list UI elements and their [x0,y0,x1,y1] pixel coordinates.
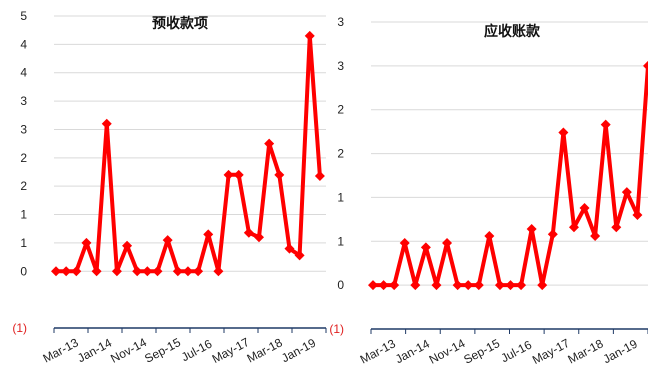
x-tick-label: Nov-14 [427,336,468,367]
data-point [410,280,421,291]
series-line [54,33,322,274]
data-point [431,280,442,291]
data-point [284,243,295,254]
data-point [81,237,92,248]
data-point [516,280,527,291]
y-tick-label: 1 [20,208,27,222]
data-point [203,229,214,240]
data-point [233,169,244,180]
data-point [399,238,410,249]
x-tick-label: Jan-14 [75,336,114,366]
data-point [61,266,72,277]
data-point [505,280,516,291]
data-point [294,250,305,261]
y-tick-label: 2 [20,179,27,193]
data-point [243,227,254,238]
y-tick-label: (1) [12,321,27,335]
data-point [378,280,389,291]
data-point [142,266,153,277]
x-tick-label: Jan-19 [279,336,318,366]
data-point [314,170,325,181]
chart-title: 应收账款 [484,23,541,40]
x-tick-label: Jul-16 [179,336,215,364]
data-point [122,240,133,251]
y-tick-label: 5 [20,9,27,23]
y-tick-label: 4 [20,37,27,51]
data-point [182,266,193,277]
y-tick-label: 0 [337,278,344,292]
y-tick-label: 0 [20,264,27,278]
x-tick-label: Jan-14 [393,337,432,367]
data-point [632,209,643,220]
data-point [132,266,143,277]
x-tick-label: Jan-19 [601,337,640,367]
data-point [442,238,453,249]
data-point [254,232,265,243]
data-point [452,280,463,291]
data-point [274,169,285,180]
data-point [91,266,102,277]
data-point [213,266,224,277]
x-tick-label: Nov-14 [108,335,149,366]
y-tick-label: 3 [20,122,27,136]
y-tick-label: 3 [20,94,27,108]
data-point [51,266,61,277]
data-point [389,280,400,291]
data-point [600,119,611,130]
data-point [547,229,558,240]
x-tick-label: Jul-16 [499,337,535,365]
x-tick-label: Sep-15 [461,336,502,367]
data-point [304,30,315,41]
x-tick-label: May-17 [210,335,252,366]
x-tick-label: Mar-18 [245,335,285,365]
y-tick-label: 3 [337,15,344,29]
y-tick-label: 2 [20,151,27,165]
x-tick-label: Sep-15 [142,335,183,366]
data-point [223,169,234,180]
data-point [463,280,474,291]
data-point [368,280,378,291]
data-point [494,280,505,291]
data-point [193,266,204,277]
y-tick-label: 1 [337,234,344,248]
data-point [71,266,82,277]
data-point [568,222,579,233]
series-line [371,63,648,288]
data-point [537,280,548,291]
data-point [558,127,569,138]
data-point [264,138,275,149]
chart-title: 预收款项 [152,15,208,32]
y-tick-label: 1 [20,236,27,250]
y-tick-label: 4 [20,66,27,80]
x-tick-label: Mar-18 [565,336,605,366]
data-point [152,266,163,277]
data-point [420,242,431,253]
data-point [611,222,622,233]
data-point [101,118,112,129]
data-point [621,187,632,198]
y-tick-label: 2 [337,103,344,117]
data-point [590,231,601,242]
data-point [111,266,122,277]
data-point [162,235,173,246]
y-tick-label: (1) [329,322,344,336]
data-point [172,266,183,277]
chart-panel-advance-receipts: (1) 0 1 1 2 2 3 3 4 4 5 Mar-13Jan-14Nov-14Sep-15Jul… [12,9,327,366]
x-tick-label: May-17 [530,336,572,367]
data-point [526,224,537,235]
x-tick-label: Mar-13 [358,336,398,366]
y-tick-label: 2 [337,147,344,161]
data-point [484,231,495,242]
data-point [473,280,484,291]
data-point [643,60,648,71]
chart-panel-accounts-receivable: (1) 0 1 1 2 2 3 3 Mar-13Jan-14Nov-14Sep-15Jul-16… [329,15,648,367]
y-tick-label: 3 [337,59,344,73]
data-point [579,202,590,213]
x-tick-label: Mar-13 [41,335,81,365]
y-tick-label: 1 [337,190,344,204]
